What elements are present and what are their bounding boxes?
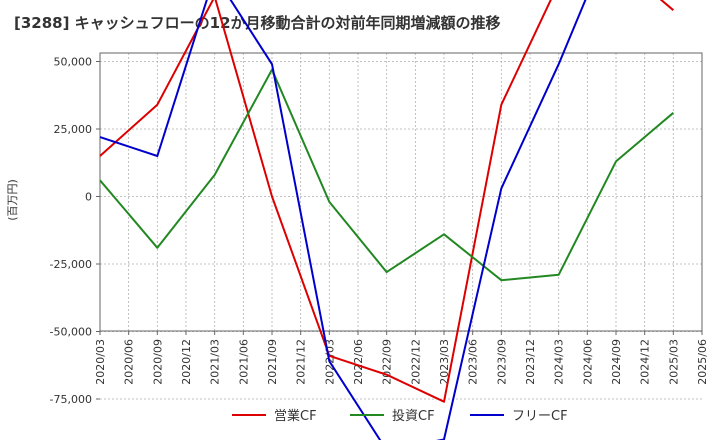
x-tick-label: 2022/06	[352, 339, 365, 385]
x-tick-label: 2024/09	[610, 339, 623, 385]
series-lines	[99, 0, 674, 440]
y-tick-label: 50,000	[54, 56, 93, 69]
y-axis-label: (百万円)	[6, 179, 19, 221]
legend-label: フリーCF	[512, 409, 568, 424]
x-tick-label: 2023/03	[438, 339, 451, 385]
axes	[99, 52, 703, 332]
x-tick-label: 2024/12	[639, 339, 652, 385]
x-axis-ticks: 2020/03 2020/06 2020/09 2020/12 2021/03 2021/…	[94, 331, 709, 385]
x-tick-label: 2020/03	[94, 339, 107, 385]
x-tick-label: 2023/06	[467, 339, 480, 385]
x-tick-label: 2023/09	[495, 339, 508, 385]
x-tick-label: 2020/06	[123, 339, 136, 385]
x-tick-label: 2020/09	[151, 339, 164, 385]
x-tick-label: 2021/12	[295, 339, 308, 385]
x-tick-label: 2021/06	[237, 339, 250, 385]
legend-label: 営業CF	[274, 408, 317, 424]
x-tick-label: 2021/03	[209, 339, 222, 385]
x-tick-label: 2024/03	[553, 339, 566, 385]
legend: 営業CF 投資CF フリーCF	[232, 408, 568, 424]
y-tick-label: 75,000	[54, 0, 93, 1]
x-tick-label: 2024/06	[581, 339, 594, 385]
y-tick-label: -75,000	[50, 393, 92, 406]
y-tick-label: -25,000	[50, 258, 92, 271]
y-tick-label: 0	[85, 191, 92, 204]
y-tick-label: -50,000	[50, 326, 92, 339]
x-tick-label: 2025/06	[696, 339, 709, 385]
series-line-2	[99, 0, 587, 440]
x-tick-label: 2020/12	[180, 339, 193, 385]
x-tick-label: 2023/12	[524, 339, 537, 385]
chart-title: [3288] キャッシュフローの12か月移動合計の対前年同期増減額の推移	[14, 14, 501, 32]
plot-frame	[99, 52, 703, 332]
x-tick-label: 2022/12	[409, 339, 422, 385]
x-tick-label: 2025/03	[667, 339, 680, 385]
x-tick-label: 2021/09	[266, 339, 279, 385]
legend-label: 投資CF	[392, 408, 435, 424]
y-axis-ticks: 100,00075,00050,00025,0000-25,000-50,000…	[50, 0, 100, 406]
y-tick-label: 25,000	[54, 123, 93, 136]
